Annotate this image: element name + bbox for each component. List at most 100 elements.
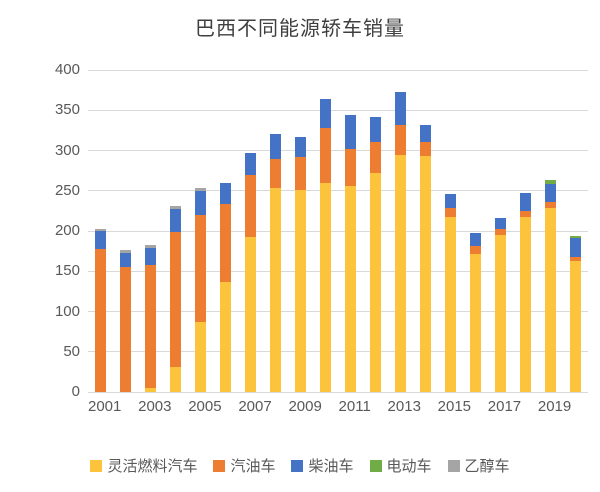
bar-segment [445,208,456,218]
bar-segment [445,194,456,209]
x-tick-slot-2016 [471,398,488,415]
x-tick-slot-2005: 2005 [188,398,221,415]
x-tick-slot-2012 [371,398,388,415]
bar-segment [570,256,581,261]
legend-label: 汽油车 [230,458,276,475]
legend-label: 灵活燃料汽车 [107,458,198,475]
stacked-bar-2020 [570,235,581,392]
stacked-bar-2010 [320,99,331,392]
y-tick-label-200: 200 [54,222,80,239]
legend-item: 电动车 [369,455,432,476]
gridline-0 [88,391,588,393]
bar-segment [170,231,181,368]
bar-segment [145,247,156,265]
bar-segment [470,245,481,254]
bar-slot-2008 [263,70,288,392]
stacked-bar-2016 [470,232,481,392]
legend-label: 电动车 [386,458,432,475]
x-tick-slot-2014 [421,398,438,415]
bar-segment [570,235,581,239]
x-tick-label-2013: 2013 [387,398,421,415]
bar-segment [170,206,181,210]
x-tick-slot-2002 [121,398,138,415]
stacked-bar-2001 [95,229,106,392]
bar-segment [170,209,181,232]
stacked-bar-2012 [370,116,381,392]
gridline-300 [88,150,588,151]
legend-swatch-icon [369,459,382,472]
x-tick-slot-2011: 2011 [339,398,371,415]
bar-segment [420,156,431,392]
bar-slot-2006 [213,70,238,392]
x-tick-slot-2008 [272,398,289,415]
bar-segment [195,321,206,392]
x-tick-slot-2003: 2003 [138,398,171,415]
chart-legend: 灵活燃料汽车 汽油车 柴油车 电动车 乙醇车 [0,455,600,476]
legend-swatch-icon [447,459,460,472]
x-axis-labels: 2001 2003 2005 2007 2009 2011 2013 2015 2017 2019 [88,398,588,415]
x-tick-slot-2006 [222,398,239,415]
x-tick-label-2011: 2011 [338,398,371,415]
bar-segment [520,193,531,211]
bar-segment [95,248,106,392]
stacked-bar-2005 [195,188,206,392]
bar-segment [295,156,306,190]
y-tick-label-100: 100 [54,302,80,320]
y-tick-label-400: 400 [54,61,80,78]
stacked-bar-2019 [545,179,556,392]
bar-slot-2010 [313,70,338,392]
bar-segment [220,281,231,392]
legend-item: 汽油车 [213,455,275,476]
bar-slot-2009 [288,70,313,392]
gridline-150 [88,270,588,272]
bar-slot-2011 [338,70,363,392]
x-tick-slot-2004 [171,398,188,415]
bar-segment [320,127,331,183]
legend-label: 乙醇车 [464,458,510,475]
bar-segment [320,182,331,392]
gridline-100 [88,311,588,312]
stacked-bar-2008 [270,134,281,392]
x-tick-label-2017: 2017 [487,398,522,415]
x-tick-label-2015: 2015 [437,398,472,415]
bar-segment [545,208,556,392]
legend-swatch-icon [291,459,304,472]
bar-segment [120,249,131,253]
bar-segment [95,229,106,232]
bar-segment [220,203,231,282]
bar-slot-2013 [388,70,413,392]
stacked-bar-2013 [395,91,406,392]
bar-slot-2014 [413,70,438,392]
bar-segment [220,182,231,204]
bar-segment [120,267,131,392]
bar-slot-2018 [513,70,538,392]
bar-slot-2004 [163,70,188,392]
x-tick-label-2007: 2007 [238,398,272,415]
x-tick-label-2001: 2001 [88,398,122,415]
bar-slot-2001 [88,70,113,392]
bar-segment [245,152,256,176]
bar-segment [470,253,481,392]
bar-segment [145,244,156,248]
bar-segment [270,158,281,189]
bar-segment [420,124,431,143]
stacked-bar-2003 [145,244,156,392]
bar-segment [170,367,181,392]
bar-segment [270,134,281,159]
x-tick-slot-2020 [571,398,588,415]
bar-segment [270,188,281,392]
stacked-bar-2015 [445,194,456,392]
x-tick-slot-2015: 2015 [438,398,471,415]
stacked-bar-2007 [245,152,256,392]
bar-segment [545,202,556,209]
bar-segment [195,188,206,191]
bar-segment [395,124,406,155]
x-tick-slot-2019: 2019 [538,398,571,415]
bar-slot-2012 [363,70,388,392]
bar-segment [345,185,356,392]
x-tick-label-2005: 2005 [188,398,222,415]
bar-slot-2019 [538,70,563,392]
bar-slot-2020 [563,70,588,392]
legend-label: 柴油车 [308,458,354,475]
bar-slot-2017 [488,70,513,392]
